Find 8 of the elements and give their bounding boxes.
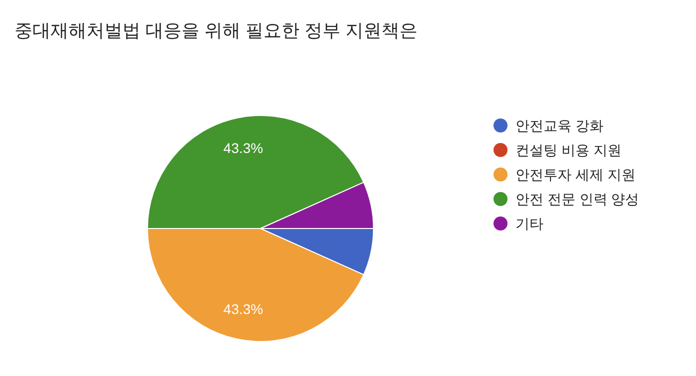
data-label: 43.3% [223, 140, 264, 156]
legend-label: 기타 [516, 216, 544, 232]
legend-label: 안전 전문 인력 양성 [516, 191, 640, 207]
legend-label: 안전투자 세제 지원 [516, 166, 636, 182]
legend-label: 컨설팅 비용 지원 [516, 142, 622, 158]
data-label: 43.3% [223, 301, 264, 318]
legend-label: 안전교육 강화 [516, 118, 604, 134]
chart-title: 중대재해처벌법 대응을 위해 필요한 정부 지원책은 [14, 20, 418, 40]
